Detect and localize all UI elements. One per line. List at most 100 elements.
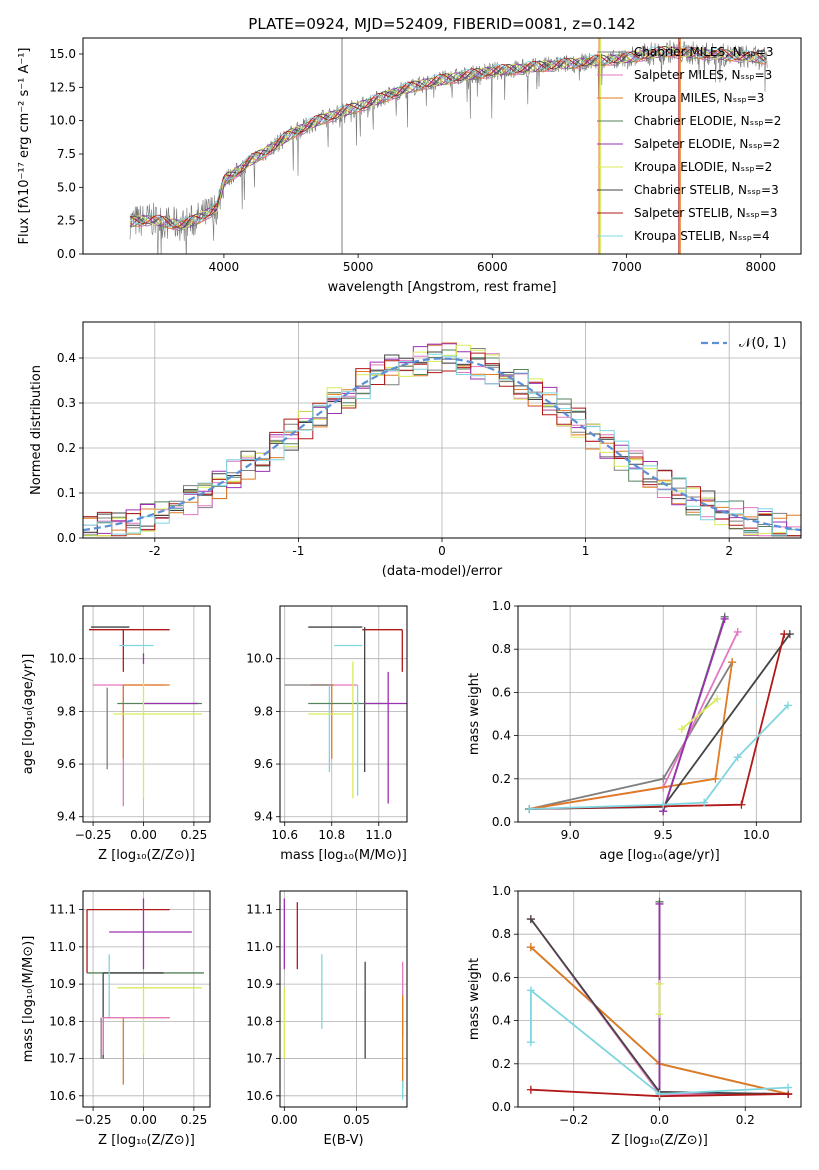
tick-label-y: 0.1 xyxy=(57,486,76,500)
weight-line xyxy=(662,618,726,812)
tick-label-y: 9.8 xyxy=(57,704,76,718)
weight-line xyxy=(529,704,789,810)
y-axis-label: mass [log₁₀(M/M⊙)] xyxy=(21,936,36,1063)
weight-line xyxy=(681,698,718,730)
tick-label-x: 0.00 xyxy=(271,1113,298,1127)
weight-marker xyxy=(783,701,792,710)
tick-label-y: 0.4 xyxy=(57,351,76,365)
tick-label-y: 10.7 xyxy=(49,1052,76,1066)
plot-area xyxy=(284,626,407,804)
axes-age-vs-Z: −0.25 0.00 0.25 9.4 9.6 9.8 10.0 Z [log₁₀(Z/Z⊙)… xyxy=(21,605,211,863)
x-axis-label: wavelength [Angstrom, rest frame] xyxy=(328,280,557,295)
tick-label-y: 1.0 xyxy=(492,599,511,613)
tick-label-y: 0.0 xyxy=(492,1100,511,1114)
axes-spectrum: 4000 5000 6000 7000 8000 0.0 2.5 5.0 7.5 10.0 12.5… xyxy=(17,37,802,295)
model-spectrum xyxy=(129,45,767,229)
weight-marker xyxy=(711,774,720,783)
model-spectrum xyxy=(129,45,767,227)
tick-label-y: 0.4 xyxy=(492,1014,511,1028)
tick-label-x: 8000 xyxy=(745,260,776,274)
tick-label-y: 11.0 xyxy=(49,940,76,954)
plot-area xyxy=(86,898,204,1085)
tick-label-x: 0.25 xyxy=(181,828,208,842)
weight-marker xyxy=(525,805,534,814)
tick-label-y: 0.6 xyxy=(492,970,511,984)
tick-label-x: -2 xyxy=(149,544,161,558)
tick-label-y: 0.6 xyxy=(492,685,511,699)
axes-residuals: -2 -1 0 1 2 0.0 0.1 0.2 0.3 0.4 (data-model)/error… xyxy=(29,321,802,579)
plot-area xyxy=(83,342,801,538)
weight-marker xyxy=(655,1010,664,1019)
axes-frame xyxy=(82,321,802,539)
axes-frame xyxy=(517,605,802,823)
x-axis-label: Z [log₁₀(Z/Z⊙)] xyxy=(98,848,195,863)
y-axis-label: Normed distribution xyxy=(29,365,44,495)
tick-label-x: 0.00 xyxy=(130,1113,157,1127)
axes-mass-vs-Z: −0.25 0.00 0.25 10.6 10.7 10.8 10.9 11.0 11.1 Z [… xyxy=(21,890,211,1148)
tick-label-y: 9.6 xyxy=(57,757,76,771)
axes-age-vs-mass: 10.6 10.8 11.0 9.4 9.6 9.8 10.0 mass [log₁₀(M/M… xyxy=(246,605,408,863)
tick-label-y: 2.5 xyxy=(57,214,76,228)
weight-marker xyxy=(655,979,664,988)
legend-label: Chabrier ELODIE, Nₛₛₚ=2 xyxy=(634,114,781,128)
tick-label-y: 11.1 xyxy=(49,903,76,917)
tick-label-x: 7000 xyxy=(611,260,642,274)
tick-label-y: 0.8 xyxy=(492,642,511,656)
tick-label-x: 0 xyxy=(438,544,446,558)
weight-marker xyxy=(526,915,535,924)
tick-label-x: −0.2 xyxy=(559,1113,588,1127)
tick-label-x: 2 xyxy=(725,544,733,558)
tick-label-y: 10.9 xyxy=(246,977,273,991)
weight-marker xyxy=(655,899,664,908)
tick-label-y: 12.5 xyxy=(49,80,76,94)
tick-label-y: 11.0 xyxy=(246,940,273,954)
tick-label-x: 10.6 xyxy=(271,828,298,842)
figure-title: PLATE=0924, MJD=52409, FIBERID=0081, z=0… xyxy=(248,15,635,33)
legend-label: Salpeter ELODIE, Nₛₛₚ=2 xyxy=(634,137,780,151)
tick-label-y: 0.0 xyxy=(57,247,76,261)
model-spectrum xyxy=(129,46,767,228)
x-axis-label: (data-model)/error xyxy=(382,564,503,579)
tick-label-y: 0.2 xyxy=(492,772,511,786)
weight-marker xyxy=(733,627,742,636)
x-axis-label: Z [log₁₀(Z/Z⊙)] xyxy=(98,1133,195,1148)
tick-label-x: 5000 xyxy=(343,260,374,274)
weight-marker xyxy=(677,725,686,734)
weight-marker xyxy=(700,798,709,807)
plot-area xyxy=(129,38,768,254)
tick-label-y: 9.4 xyxy=(254,810,273,824)
tick-label-x: 1 xyxy=(582,544,590,558)
plot-area xyxy=(283,898,404,1100)
tick-label-y: 10.6 xyxy=(49,1089,76,1103)
x-axis-label: E(B-V) xyxy=(323,1133,363,1148)
legend-label: Chabrier STELIB, Nₛₛₚ=3 xyxy=(634,183,779,197)
tick-label-x: 10.0 xyxy=(743,828,770,842)
tick-label-y: 0.0 xyxy=(57,531,76,545)
axes-frame xyxy=(517,890,802,1108)
tick-label-y: 0.2 xyxy=(492,1057,511,1071)
tick-label-x: 9.5 xyxy=(654,828,673,842)
legend-label: Salpeter STELIB, Nₛₛₚ=3 xyxy=(634,206,778,220)
weight-marker xyxy=(526,1038,535,1047)
tick-label-x: 10.8 xyxy=(318,828,345,842)
weight-marker xyxy=(526,1085,535,1094)
weight-marker xyxy=(659,774,668,783)
tick-label-y: 7.5 xyxy=(57,147,76,161)
weight-line xyxy=(529,633,791,810)
tick-label-x: 0.05 xyxy=(343,1113,370,1127)
plot-area xyxy=(525,612,794,816)
tick-label-x: 0.25 xyxy=(181,1113,208,1127)
tick-label-y: 15.0 xyxy=(49,47,76,61)
axes-frame xyxy=(82,605,211,823)
axes-frame xyxy=(279,890,408,1108)
tick-label-y: 0.8 xyxy=(492,927,511,941)
tick-label-y: 9.4 xyxy=(57,810,76,824)
x-axis-label: Z [log₁₀(Z/Z⊙)] xyxy=(611,1133,708,1148)
tick-label-x: 0.00 xyxy=(130,828,157,842)
y-axis-label: mass weight xyxy=(467,958,482,1040)
tick-label-y: 10.6 xyxy=(246,1089,273,1103)
tick-label-y: 1.0 xyxy=(492,884,511,898)
weight-marker xyxy=(737,800,746,809)
weight-marker xyxy=(780,630,789,639)
weight-marker xyxy=(655,1090,664,1099)
